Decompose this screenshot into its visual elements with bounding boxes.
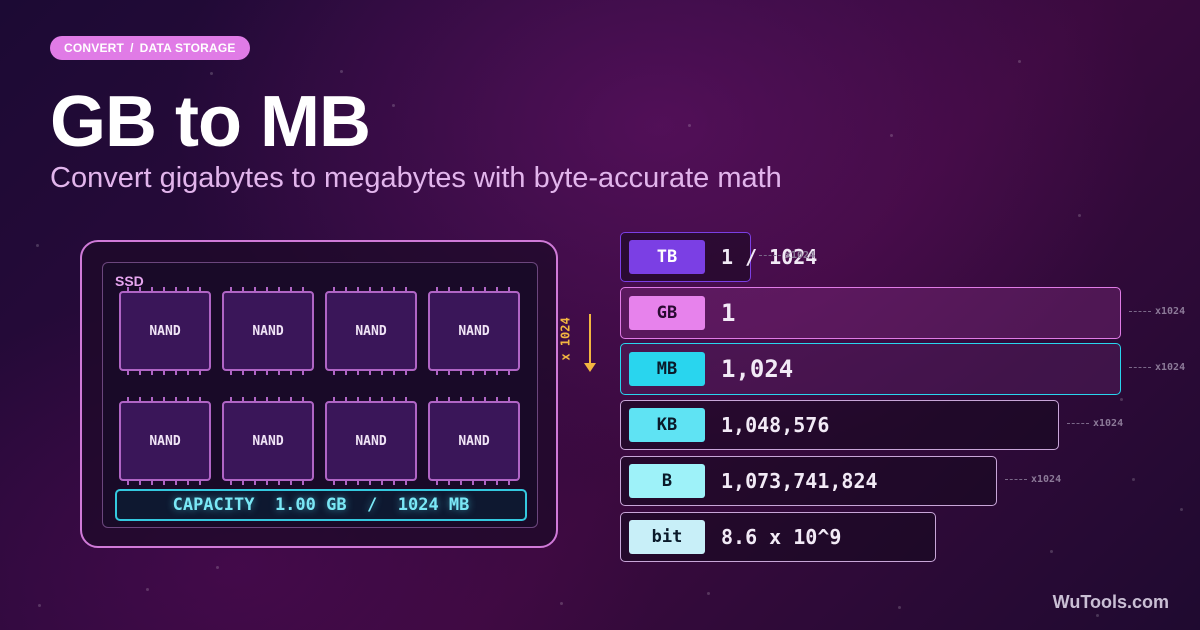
- multiply-arrow-label: x 1024: [558, 317, 573, 361]
- multiplier-label: x1024: [1067, 418, 1123, 429]
- multiplier-label: x1024: [1005, 474, 1061, 485]
- ssd-board: SSD NAND NAND NAND NAND NAND NAND NAND N…: [102, 262, 538, 528]
- unit-chip: bit: [629, 520, 705, 554]
- nand-chip: NAND: [428, 397, 520, 485]
- nand-chip: NAND: [119, 287, 211, 375]
- nand-chip: NAND: [428, 287, 520, 375]
- badge-topic: DATA STORAGE: [139, 41, 236, 55]
- unit-row-bit[interactable]: bit 8.6 x 10^9: [620, 512, 936, 562]
- nand-chip: NAND: [222, 397, 314, 485]
- dashed-connector: [1067, 423, 1089, 424]
- unit-value: 1,073,741,824: [721, 469, 878, 493]
- dashed-connector: [1129, 367, 1151, 368]
- unit-value: 1,048,576: [721, 413, 830, 437]
- arrow-down-icon: [589, 314, 591, 364]
- multiplier-text: x1024: [785, 250, 816, 261]
- badge-category: CONVERT: [64, 41, 125, 55]
- multiplier-label: x1024: [759, 250, 815, 261]
- nand-chip: NAND: [222, 287, 314, 375]
- unit-value: 8.6 x 10^9: [721, 525, 842, 549]
- unit-value: 1,024: [721, 355, 794, 383]
- page-subtitle: Convert gigabytes to megabytes with byte…: [50, 162, 782, 194]
- multiplier-label: x1024: [1129, 306, 1185, 317]
- unit-chip: KB: [629, 408, 705, 442]
- nand-chip: NAND: [119, 397, 211, 485]
- unit-chip: TB: [629, 240, 705, 274]
- dashed-connector: [1129, 311, 1151, 312]
- multiplier-text: x1024: [1093, 418, 1124, 429]
- unit-row-b[interactable]: B 1,073,741,824: [620, 456, 997, 506]
- multiplier-label: x1024: [1129, 362, 1185, 373]
- multiplier-text: x1024: [1031, 474, 1062, 485]
- unit-chip: B: [629, 464, 705, 498]
- unit-row-gb[interactable]: GB 1: [620, 287, 1121, 339]
- nand-chip: NAND: [325, 397, 417, 485]
- multiply-arrow: x 1024: [558, 312, 598, 376]
- dashed-connector: [1005, 479, 1027, 480]
- ssd-illustration: SSD NAND NAND NAND NAND NAND NAND NAND N…: [80, 240, 558, 548]
- badge-separator: /: [130, 41, 134, 55]
- dashed-connector: [759, 255, 781, 256]
- page-title: GB to MB: [50, 82, 371, 162]
- unit-row-tb[interactable]: TB 1 / 1024: [620, 232, 817, 282]
- unit-row-mb[interactable]: MB 1,024: [620, 343, 1121, 395]
- brand-logo-text[interactable]: WuTools.com: [1052, 592, 1169, 612]
- unit-row-kb[interactable]: KB 1,048,576: [620, 400, 1059, 450]
- unit-chip: MB: [629, 352, 705, 386]
- unit-value: 1: [721, 299, 736, 327]
- ssd-label: SSD: [115, 273, 144, 289]
- category-badge[interactable]: CONVERT / DATA STORAGE: [50, 36, 250, 60]
- unit-chip: GB: [629, 296, 705, 330]
- capacity-readout: CAPACITY 1.00 GB / 1024 MB: [115, 489, 527, 521]
- nand-chip: NAND: [325, 287, 417, 375]
- multiplier-text: x1024: [1155, 362, 1186, 373]
- arrowhead-icon: [584, 363, 596, 372]
- unit-value: 1 / 1024: [721, 245, 818, 269]
- multiplier-text: x1024: [1155, 306, 1186, 317]
